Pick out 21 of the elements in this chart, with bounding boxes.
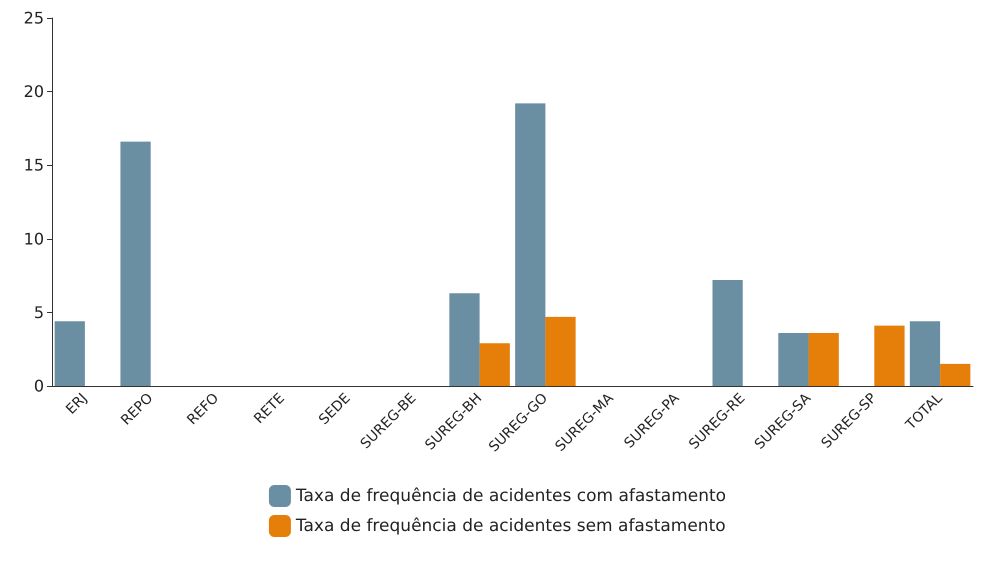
bar <box>940 364 970 386</box>
y-tick-label: 5 <box>34 302 44 322</box>
bar <box>874 326 905 386</box>
bar <box>545 316 576 386</box>
bar <box>910 321 940 386</box>
bar <box>808 333 839 386</box>
y-tick-label: 15 <box>24 156 44 175</box>
x-tick-label: ERJ <box>63 390 91 418</box>
legend-label: Taxa de frequência de acidentes sem afastamento <box>294 516 726 536</box>
y-tick-label: 25 <box>24 8 44 28</box>
bar <box>778 333 809 386</box>
bar <box>54 321 85 386</box>
legend-label: Taxa de frequência de acidentes com afastamento <box>294 486 726 506</box>
bar <box>480 343 510 386</box>
bar <box>712 280 743 386</box>
bar <box>515 103 546 386</box>
y-tick-label: 20 <box>24 82 44 102</box>
bar <box>120 142 151 386</box>
bar <box>449 293 480 386</box>
y-tick-label: 0 <box>34 376 44 396</box>
y-tick-label: 10 <box>24 229 44 248</box>
